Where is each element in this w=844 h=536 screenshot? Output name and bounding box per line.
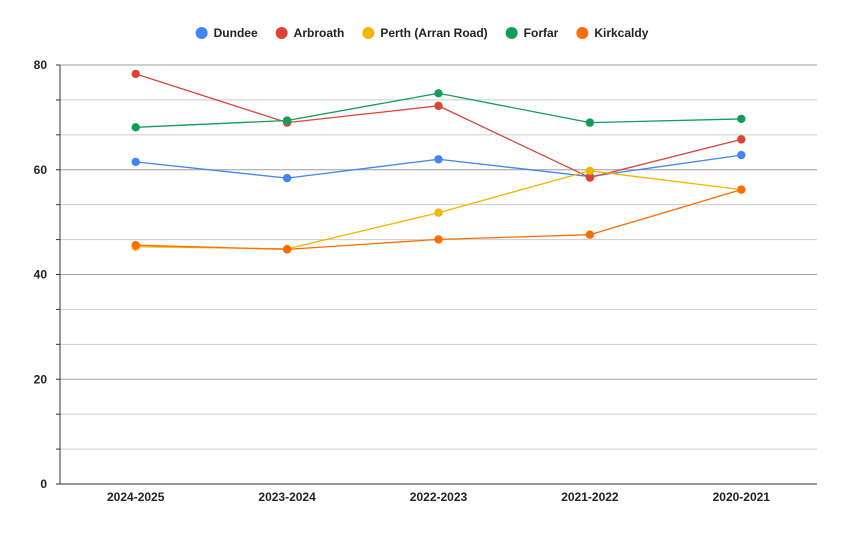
legend-swatch: [505, 27, 518, 39]
legend-item[interactable]: Forfar: [505, 26, 559, 40]
legend-label: Arbroath: [294, 26, 345, 40]
x-tick-label: 2024-2025: [107, 490, 165, 504]
legend-item[interactable]: Arbroath: [275, 26, 345, 40]
data-point-dundee[interactable]: [737, 150, 746, 160]
data-point-dundee[interactable]: [131, 157, 140, 167]
series-kirkcaldy: [131, 185, 746, 254]
data-point-arbroath[interactable]: [131, 69, 140, 79]
data-point-perth-arran-road[interactable]: [434, 208, 443, 217]
legend-item[interactable]: Dundee: [195, 26, 258, 40]
y-tick-label: 60: [34, 163, 48, 177]
y-tick-label: 40: [34, 268, 48, 282]
legend: Dundee Arbroath Perth (Arran Road) Forfar Ki…: [195, 26, 649, 40]
x-tick-label: 2020-2021: [713, 490, 771, 504]
legend-item[interactable]: Perth (Arran Road): [362, 26, 488, 40]
data-point-forfar[interactable]: [434, 89, 443, 98]
data-point-arbroath[interactable]: [434, 101, 443, 111]
series-arbroath: [131, 69, 746, 182]
data-point-dundee[interactable]: [282, 173, 292, 183]
legend-label: Perth (Arran Road): [380, 26, 487, 40]
data-point-arbroath[interactable]: [737, 135, 746, 144]
data-point-kirkcaldy[interactable]: [131, 240, 140, 250]
legend-swatch: [362, 27, 375, 39]
series-line-forfar: [135, 92, 742, 128]
series-lines: [131, 69, 746, 254]
data-point-forfar[interactable]: [282, 116, 292, 125]
data-point-forfar[interactable]: [585, 118, 595, 127]
gridlines: [60, 64, 817, 450]
data-point-forfar[interactable]: [737, 114, 746, 124]
legend-item[interactable]: Kirkcaldy: [576, 26, 649, 40]
series-dundee: [131, 150, 746, 183]
data-point-perth-arran-road[interactable]: [585, 166, 595, 175]
data-point-kirkcaldy[interactable]: [737, 185, 746, 194]
series-forfar: [131, 89, 746, 132]
legend-label: Dundee: [214, 26, 258, 40]
x-tick-label: 2023-2024: [258, 490, 316, 504]
data-point-arbroath[interactable]: [585, 173, 595, 182]
x-tick-label: 2021-2022: [561, 490, 619, 504]
legend-swatch: [275, 27, 288, 39]
x-tick-label: 2022-2023: [410, 490, 468, 504]
legend-label: Kirkcaldy: [594, 26, 648, 40]
y-tick-label: 20: [34, 372, 48, 386]
legend-label: Forfar: [524, 26, 559, 40]
y-axis-tick-labels: 0 20 40 60 80: [34, 58, 48, 491]
legend-swatch: [195, 27, 208, 39]
axes: [56, 64, 817, 485]
x-axis-tick-labels: 2024-2025 2023-2024 2022-2023 2021-2022 2020…: [107, 490, 770, 504]
data-point-forfar[interactable]: [131, 123, 140, 132]
y-tick-label: 0: [40, 477, 47, 491]
data-point-kirkcaldy[interactable]: [282, 245, 292, 254]
legend-swatch: [576, 27, 589, 39]
y-tick-label: 80: [34, 58, 48, 72]
data-point-kirkcaldy[interactable]: [585, 230, 595, 239]
data-point-kirkcaldy[interactable]: [434, 235, 443, 244]
data-point-dundee[interactable]: [434, 155, 443, 164]
